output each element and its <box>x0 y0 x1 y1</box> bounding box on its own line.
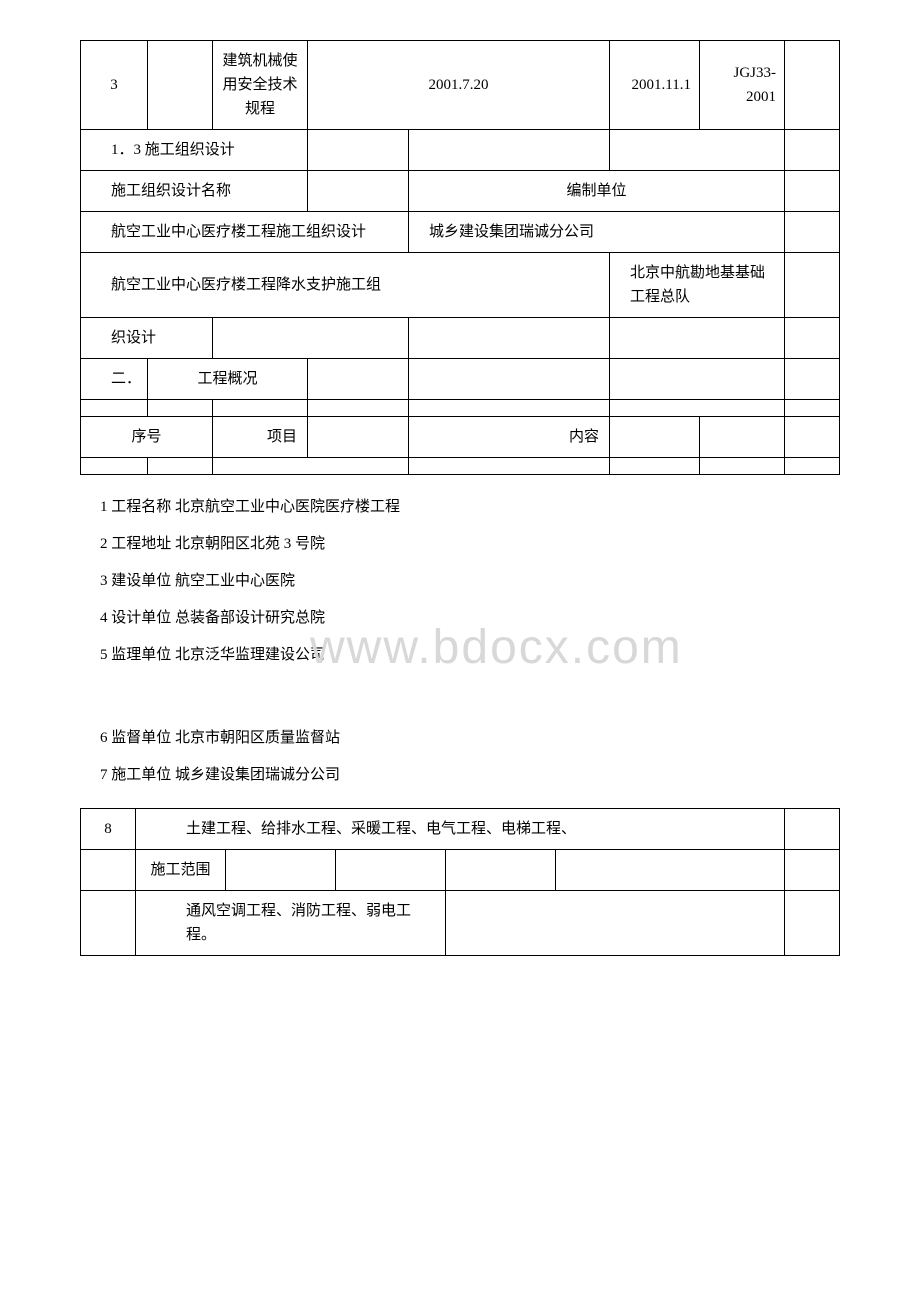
cell <box>785 850 840 891</box>
cell <box>700 417 785 458</box>
cell <box>213 318 409 359</box>
cell: 织设计 <box>81 318 213 359</box>
cell <box>81 458 148 475</box>
text-block-2: 6 监督单位 北京市朝阳区质量监督站 7 施工单位 城乡建设集团瑞诚分公司 <box>80 722 840 808</box>
cell: 8 <box>81 809 136 850</box>
table-row: 通风空调工程、消防工程、弱电工程。 <box>81 891 840 956</box>
cell <box>610 359 785 400</box>
cell <box>308 417 409 458</box>
cell <box>308 400 409 417</box>
cell: 北京中航勘地基基础工程总队 <box>610 253 785 318</box>
cell: 施工范围 <box>136 850 226 891</box>
cell: 2001.7.20 <box>308 41 610 130</box>
cell <box>785 130 840 171</box>
text-line: 6 监督单位 北京市朝阳区质量监督站 <box>100 722 820 755</box>
text-line: 3 建设单位 航空工业中心医院 <box>100 565 820 598</box>
cell <box>409 130 610 171</box>
cell <box>213 458 409 475</box>
text-line: 1 工程名称 北京航空工业中心医院医疗楼工程 <box>100 491 820 524</box>
main-table-wrap: 3 建筑机械使用安全技术规程 2001.7.20 2001.11.1 JGJ33… <box>80 40 840 475</box>
cell: 1．3 施工组织设计 <box>81 130 308 171</box>
cell <box>785 809 840 850</box>
table-row: 8 土建工程、给排水工程、采暖工程、电气工程、电梯工程、 <box>81 809 840 850</box>
cell <box>336 850 446 891</box>
cell <box>409 400 610 417</box>
cell: 2001.11.1 <box>610 41 700 130</box>
text-line: 4 设计单位 总装备部设计研究总院 <box>100 602 820 635</box>
cell: 建筑机械使用安全技术规程 <box>213 41 308 130</box>
cell <box>446 850 556 891</box>
cell <box>148 41 213 130</box>
table-row: 二． 工程概况 <box>81 359 840 400</box>
cell: 城乡建设集团瑞诚分公司 <box>409 212 785 253</box>
text-line: 7 施工单位 城乡建设集团瑞诚分公司 <box>100 759 820 792</box>
cell <box>785 891 840 956</box>
main-table: 3 建筑机械使用安全技术规程 2001.7.20 2001.11.1 JGJ33… <box>80 40 840 475</box>
table-row: 织设计 <box>81 318 840 359</box>
cell: 通风空调工程、消防工程、弱电工程。 <box>136 891 446 956</box>
cell <box>700 458 785 475</box>
cell <box>213 400 308 417</box>
cell: 土建工程、给排水工程、采暖工程、电气工程、电梯工程、 <box>136 809 785 850</box>
cell <box>446 891 785 956</box>
cell <box>148 400 213 417</box>
cell: 航空工业中心医疗楼工程施工组织设计 <box>81 212 409 253</box>
page-container: www.bdocx.com 3 建筑机械使用安全技术规程 2001.7.20 2… <box>80 40 840 956</box>
cell <box>785 253 840 318</box>
cell <box>785 171 840 212</box>
cell <box>81 850 136 891</box>
cell <box>308 359 409 400</box>
cell: 工程概况 <box>148 359 308 400</box>
spacer <box>80 688 840 718</box>
table-row <box>81 400 840 417</box>
cell <box>785 318 840 359</box>
cell: 序号 <box>81 417 213 458</box>
table-row: 施工范围 <box>81 850 840 891</box>
cell <box>81 400 148 417</box>
cell <box>785 417 840 458</box>
table-row: 施工组织设计名称 编制单位 <box>81 171 840 212</box>
cell <box>308 171 409 212</box>
cell: 项目 <box>213 417 308 458</box>
cell <box>785 212 840 253</box>
cell <box>308 130 409 171</box>
cell <box>409 458 610 475</box>
table-row: 序号 项目 内容 <box>81 417 840 458</box>
table-row: 1．3 施工组织设计 <box>81 130 840 171</box>
cell <box>409 359 610 400</box>
text-line: 5 监理单位 北京泛华监理建设公司 <box>100 639 820 672</box>
cell <box>409 318 610 359</box>
cell <box>610 318 785 359</box>
table-row: 3 建筑机械使用安全技术规程 2001.7.20 2001.11.1 JGJ33… <box>81 41 840 130</box>
bottom-table: 8 土建工程、给排水工程、采暖工程、电气工程、电梯工程、 施工范围 通风空调工程… <box>80 808 840 956</box>
text-block-1: 1 工程名称 北京航空工业中心医院医疗楼工程 2 工程地址 北京朝阳区北苑 3 … <box>80 475 840 688</box>
cell <box>785 458 840 475</box>
cell: 编制单位 <box>409 171 785 212</box>
cell <box>610 400 785 417</box>
cell <box>226 850 336 891</box>
cell: 施工组织设计名称 <box>81 171 308 212</box>
cell: JGJ33-2001 <box>700 41 785 130</box>
cell: 航空工业中心医疗楼工程降水支护施工组 <box>81 253 610 318</box>
table-row <box>81 458 840 475</box>
table-row: 航空工业中心医疗楼工程施工组织设计 城乡建设集团瑞诚分公司 <box>81 212 840 253</box>
cell <box>610 417 700 458</box>
cell <box>610 130 785 171</box>
table-row: 航空工业中心医疗楼工程降水支护施工组 北京中航勘地基基础工程总队 <box>81 253 840 318</box>
cell <box>610 458 700 475</box>
cell: 3 <box>81 41 148 130</box>
cell <box>785 41 840 130</box>
text-line: 2 工程地址 北京朝阳区北苑 3 号院 <box>100 528 820 561</box>
cell <box>556 850 785 891</box>
cell: 内容 <box>409 417 610 458</box>
cell <box>148 458 213 475</box>
cell: 二． <box>81 359 148 400</box>
cell <box>785 400 840 417</box>
cell <box>81 891 136 956</box>
cell <box>785 359 840 400</box>
